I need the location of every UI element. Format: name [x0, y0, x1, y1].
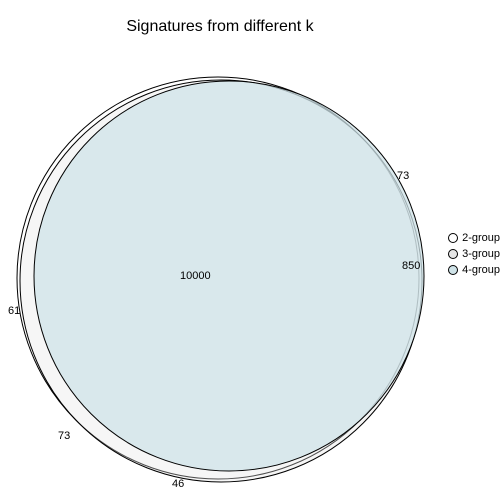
- venn-svg: [0, 0, 504, 504]
- value-label: 73: [58, 430, 70, 442]
- venn-circles: [17, 77, 424, 482]
- value-label: 61: [8, 305, 20, 317]
- circle-4-group: [34, 81, 424, 471]
- legend-swatch-icon: [448, 233, 458, 243]
- legend: 2-group 3-group 4-group: [448, 230, 500, 278]
- value-label: 10000: [180, 270, 211, 282]
- legend-swatch-icon: [448, 265, 458, 275]
- legend-item: 4-group: [448, 262, 500, 278]
- chart-container: Signatures from different k 10000 73 850…: [0, 0, 504, 504]
- value-label: 46: [172, 478, 184, 490]
- legend-item: 3-group: [448, 246, 500, 262]
- value-label: 73: [397, 170, 409, 182]
- legend-label: 4-group: [462, 264, 500, 276]
- value-label: 850: [402, 260, 420, 272]
- legend-label: 2-group: [462, 232, 500, 244]
- legend-label: 3-group: [462, 248, 500, 260]
- legend-item: 2-group: [448, 230, 500, 246]
- legend-swatch-icon: [448, 249, 458, 259]
